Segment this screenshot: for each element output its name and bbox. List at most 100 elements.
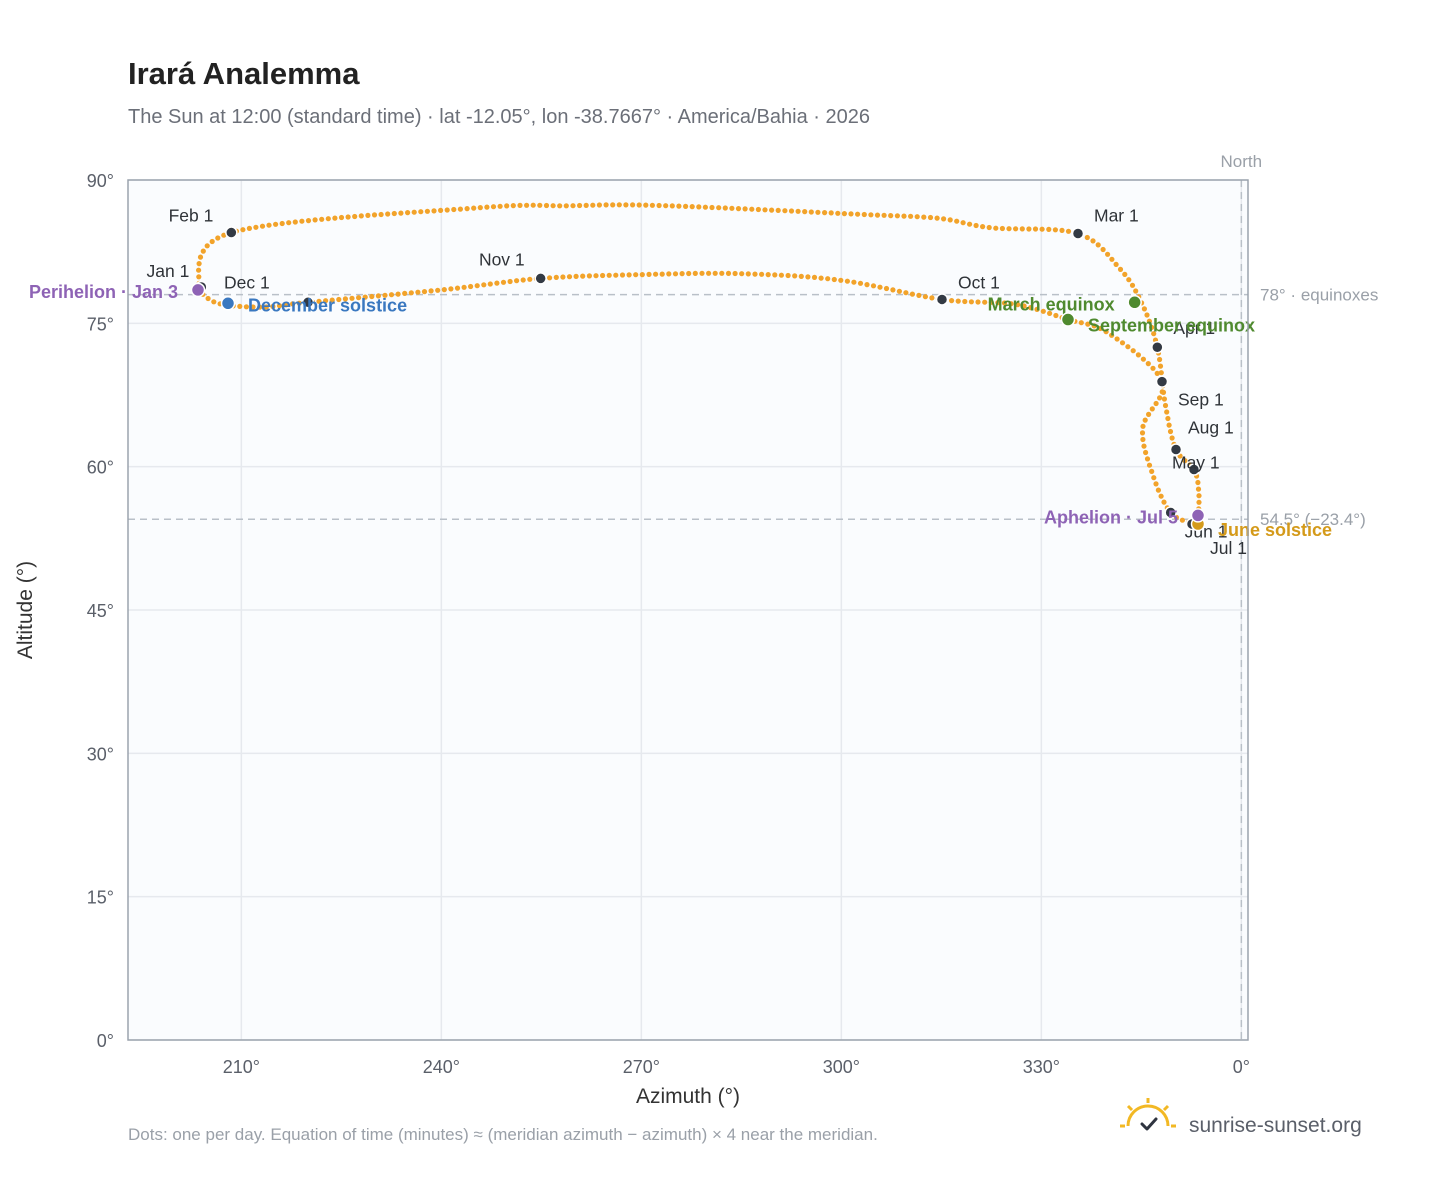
month-marker-aug-1 [1169, 443, 1183, 456]
daily-sun-dot [772, 272, 778, 278]
month-label-apr-1: Apr 1 [1173, 318, 1215, 338]
daily-sun-dot [402, 290, 408, 296]
daily-sun-dot [666, 271, 672, 277]
daily-sun-dot [669, 203, 675, 209]
daily-sun-dot [504, 203, 510, 209]
daily-sun-dot [494, 280, 500, 286]
daily-sun-dot [683, 203, 689, 209]
daily-sun-dot [610, 202, 616, 208]
daily-sun-dot [464, 206, 470, 212]
daily-sun-dot [916, 292, 922, 298]
daily-sun-dot [1162, 402, 1169, 409]
daily-sun-dot [240, 227, 246, 233]
daily-sun-dot [365, 212, 371, 218]
x-axis-label: Azimuth (°) [636, 1085, 740, 1108]
daily-sun-dot [1149, 406, 1155, 412]
daily-sun-dot [305, 218, 312, 224]
daily-sun-dot [636, 202, 642, 208]
daily-sun-dot [1001, 300, 1008, 306]
daily-sun-dot [471, 205, 477, 211]
daily-sun-dot [1052, 227, 1058, 233]
daily-sun-dot [881, 212, 887, 218]
axis-ticks: 210° 240° 270° 300° 330° 0° 0° 15° 30° 45° 60° 75° 9… [87, 171, 1250, 1077]
daily-sun-dot [1167, 428, 1174, 435]
daily-sun-dot [421, 289, 428, 295]
daily-sun-dot [583, 202, 589, 208]
month-label-aug-1: Aug 1 [1188, 417, 1234, 437]
month-marker-sep-1 [1155, 375, 1169, 388]
daily-sun-dot [279, 220, 285, 227]
daily-sun-dot [811, 274, 818, 280]
daily-sun-dot [395, 291, 401, 297]
daily-sun-dot [630, 202, 636, 208]
daily-sun-dot [1105, 251, 1111, 257]
daily-sun-dot [982, 299, 988, 305]
daily-sun-dot [903, 290, 909, 296]
daily-sun-dot [960, 220, 966, 226]
daily-sun-dot [1146, 411, 1152, 417]
month-marker-feb-1 [225, 226, 238, 239]
daily-sun-dot [1095, 242, 1101, 248]
daily-sun-dot [745, 271, 751, 277]
daily-sun-dot [204, 243, 210, 249]
daily-sun-dot [1153, 400, 1159, 407]
y-tick-label: 0° [97, 1031, 114, 1051]
daily-sun-dot [338, 214, 345, 221]
grid-lines [128, 179, 1248, 1041]
reference-lines: 78° · equinoxes 54.5° (−23.4°) North [128, 152, 1378, 1040]
month-label-sep-1: Sep 1 [1178, 390, 1224, 410]
daily-sun-dot [590, 202, 596, 208]
month-label-may-1: May 1 [1172, 453, 1220, 473]
daily-sun-dot [196, 261, 202, 267]
daily-sun-dot [273, 221, 279, 227]
daily-sun-dot [646, 271, 652, 277]
daily-sun-dot [808, 209, 814, 215]
month-label-dec-1: Dec 1 [224, 272, 270, 292]
daily-sun-dot [712, 270, 718, 276]
event-marker-perihelion-jan-3 [190, 282, 206, 298]
x-tick-label: 240° [423, 1057, 460, 1077]
daily-sun-dot [1196, 493, 1202, 499]
daily-sun-dot [679, 271, 685, 277]
daily-sun-dot [643, 202, 649, 208]
daily-sun-dot [1149, 468, 1155, 474]
daily-sun-dot [1090, 238, 1096, 244]
daily-sun-dot [1149, 324, 1155, 330]
daily-sun-dot [1119, 340, 1126, 346]
daily-sun-dot [319, 216, 325, 222]
daily-sun-dot [742, 206, 748, 212]
daily-sun-dot [253, 224, 259, 230]
daily-sun-dot [580, 273, 586, 279]
daily-sun-dot [1196, 499, 1202, 505]
daily-sun-dot [857, 280, 864, 286]
daily-sun-dot [566, 274, 573, 280]
daily-sun-dot [606, 272, 612, 278]
daily-sun-dot [527, 276, 533, 282]
daily-sun-dot [474, 283, 480, 289]
daily-sun-dot [1065, 228, 1072, 234]
daily-sun-dot [795, 208, 801, 214]
daily-sun-dot [323, 298, 329, 304]
daily-sun-dot [825, 276, 831, 282]
daily-sun-dot [408, 290, 414, 296]
daily-sun-dot [415, 289, 421, 295]
daily-sun-dot [735, 206, 742, 212]
daily-sun-dot [619, 272, 626, 278]
daily-sun-dot [1047, 310, 1053, 316]
daily-sun-dot [1195, 479, 1201, 486]
y-axis-label: Altitude (°) [14, 561, 37, 659]
daily-sun-dot [929, 295, 935, 301]
daily-sun-dot [838, 277, 844, 283]
daily-sun-dot [888, 213, 894, 219]
daily-sun-dot [765, 272, 771, 278]
daily-sun-dot [973, 222, 979, 229]
daily-sun-dot [349, 295, 355, 301]
daily-sun-dot [237, 303, 243, 309]
daily-sun-dot [1085, 321, 1091, 327]
daily-sun-dot [1145, 361, 1151, 367]
chart-subtitle: The Sun at 12:00 (standard time) · lat -… [128, 106, 870, 128]
daily-sun-dot [686, 270, 692, 277]
daily-sun-dot [1021, 303, 1027, 309]
y-tick-label: 45° [87, 601, 114, 621]
month-marker-dec-1 [301, 296, 315, 309]
